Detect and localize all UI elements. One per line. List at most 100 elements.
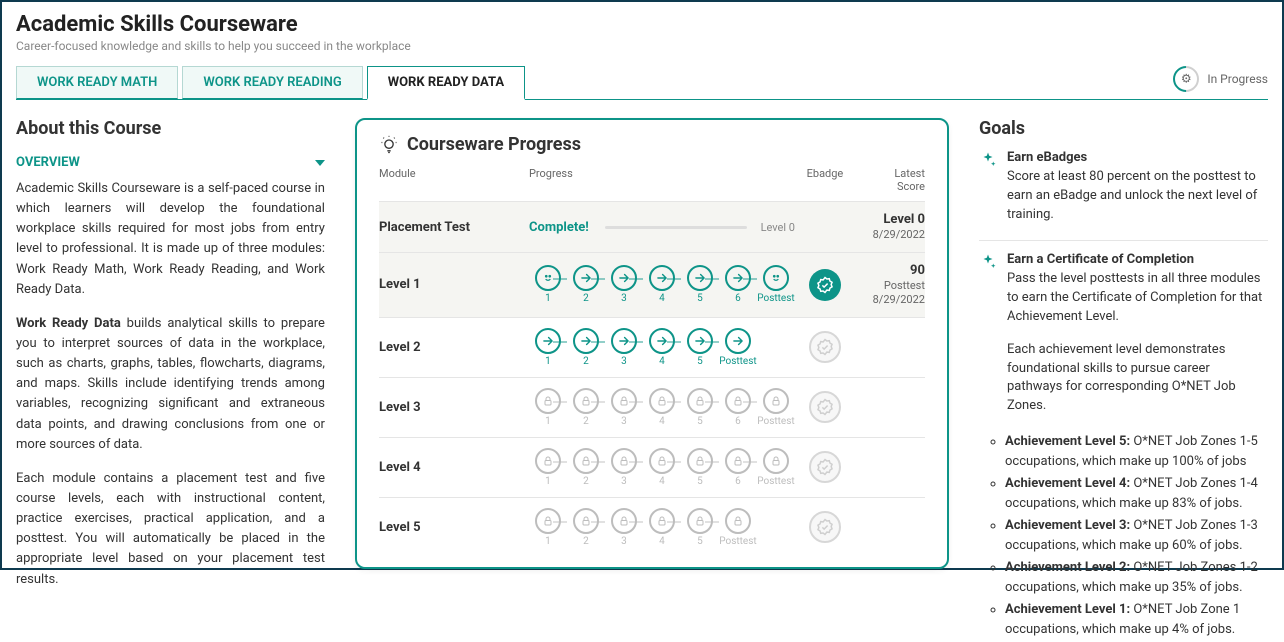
progress-step: 5 bbox=[681, 448, 719, 487]
ebadge-cell bbox=[795, 331, 855, 363]
step-label: Posttest bbox=[719, 536, 756, 547]
step-label: 6 bbox=[735, 476, 741, 487]
module-row[interactable]: Level 4 1 2 3 4 5 6 Posttest bbox=[379, 437, 925, 497]
tab-work-ready-reading[interactable]: WORK READY READING bbox=[182, 66, 362, 99]
achievement-list: Achievement Level 5: O*NET Job Zones 1-5… bbox=[979, 432, 1268, 639]
ebadge-cell bbox=[795, 269, 855, 301]
achievement-item: Achievement Level 2: O*NET Job Zones 1-2… bbox=[1005, 558, 1268, 597]
about-paragraph: Work Ready Data builds analytical skills… bbox=[16, 314, 325, 455]
page-title: Academic Skills Courseware bbox=[16, 12, 1268, 37]
progress-step[interactable]: 1 bbox=[529, 265, 567, 304]
progress-step: Posttest bbox=[757, 388, 795, 427]
progress-step: 2 bbox=[567, 508, 605, 547]
step-label: 6 bbox=[735, 416, 741, 427]
step-label: Posttest bbox=[719, 356, 756, 367]
progress-step: 3 bbox=[605, 448, 643, 487]
goals-heading: Goals bbox=[979, 118, 1268, 139]
ebadge-empty-icon bbox=[809, 331, 841, 363]
tab-work-ready-data[interactable]: WORK READY DATA bbox=[367, 66, 525, 100]
module-tabbar: WORK READY MATHWORK READY READINGWORK RE… bbox=[16, 65, 1268, 100]
lock-icon bbox=[763, 448, 789, 474]
step-label: 5 bbox=[697, 476, 703, 487]
latest-score: Level 08/29/2022 bbox=[855, 212, 925, 242]
overview-dropdown[interactable]: OVERVIEW bbox=[16, 151, 325, 179]
progress-bar bbox=[605, 226, 747, 229]
step-label: 1 bbox=[545, 476, 551, 487]
progress-step: Posttest bbox=[757, 448, 795, 487]
ebadge-earned-icon bbox=[809, 269, 841, 301]
progress-step: 1 bbox=[529, 448, 567, 487]
panel-headers: Module Progress Ebadge Latest Score bbox=[379, 163, 925, 201]
module-name: Level 2 bbox=[379, 340, 529, 355]
module-name: Level 5 bbox=[379, 520, 529, 535]
module-row[interactable]: Level 1123456Posttest90Posttest8/29/2022 bbox=[379, 252, 925, 317]
progress-step[interactable]: Posttest bbox=[757, 265, 795, 304]
step-label: 4 bbox=[659, 536, 665, 547]
tab-work-ready-math[interactable]: WORK READY MATH bbox=[16, 66, 178, 99]
progress-step[interactable]: 3 bbox=[605, 265, 643, 304]
step-label: 2 bbox=[583, 476, 589, 487]
achievement-item: Achievement Level 5: O*NET Job Zones 1-5… bbox=[1005, 432, 1268, 471]
progress-step[interactable]: Posttest bbox=[719, 328, 757, 367]
overview-dropdown-label: OVERVIEW bbox=[16, 155, 80, 170]
goal-body: Score at least 80 percent on the posttes… bbox=[1007, 168, 1268, 225]
courseware-progress-panel: Courseware Progress Module Progress Ebad… bbox=[355, 118, 949, 569]
ebadge-empty-icon bbox=[809, 451, 841, 483]
step-label: 4 bbox=[659, 476, 665, 487]
module-progress: 1 2345Posttest bbox=[529, 328, 795, 367]
module-row[interactable]: Level 2 1 2345Posttest bbox=[379, 317, 925, 377]
complete-text: Complete! bbox=[529, 220, 589, 235]
about-paragraph: Each module contains a placement test an… bbox=[16, 469, 325, 590]
module-row[interactable]: Level 3123456Posttest bbox=[379, 377, 925, 437]
step-label: 2 bbox=[583, 293, 589, 304]
goal-title: Earn a Certificate of Completion bbox=[1007, 251, 1268, 270]
progress-step[interactable]: 1 bbox=[529, 328, 567, 367]
step-label: 1 bbox=[545, 536, 551, 547]
about-column: About this Course OVERVIEW Academic Skil… bbox=[16, 118, 325, 642]
step-complete-icon bbox=[763, 265, 789, 291]
header-progress: Progress bbox=[529, 167, 795, 193]
goal-title: Earn eBadges bbox=[1007, 149, 1268, 168]
ebadge-cell bbox=[795, 511, 855, 543]
progress-step[interactable]: 2 bbox=[567, 265, 605, 304]
progress-step[interactable]: 4 bbox=[643, 328, 681, 367]
module-progress: 1 2 34 5 6 Posttest bbox=[529, 265, 795, 304]
progress-step[interactable]: 3 bbox=[605, 328, 643, 367]
step-label: Posttest bbox=[757, 293, 794, 304]
ebadge-empty-icon bbox=[809, 511, 841, 543]
about-paragraph: Academic Skills Courseware is a self-pac… bbox=[16, 179, 325, 300]
module-name: Level 1 bbox=[379, 277, 529, 292]
step-label: 5 bbox=[697, 293, 703, 304]
goal-body: Pass the level posttests in all three mo… bbox=[1007, 270, 1268, 327]
progress-step: Posttest bbox=[719, 508, 757, 547]
step-label: 3 bbox=[621, 416, 627, 427]
module-row[interactable]: Level 512345Posttest bbox=[379, 497, 925, 557]
level-text: Level 0 bbox=[761, 221, 795, 234]
ebadge-cell bbox=[795, 391, 855, 423]
page-subtitle: Career-focused knowledge and skills to h… bbox=[16, 39, 1268, 53]
progress-step: 2 bbox=[567, 388, 605, 427]
step-label: Posttest bbox=[757, 476, 794, 487]
progress-step[interactable]: 5 bbox=[681, 328, 719, 367]
module-name: Level 4 bbox=[379, 460, 529, 475]
step-label: 4 bbox=[659, 416, 665, 427]
step-label: 6 bbox=[735, 293, 741, 304]
progress-step[interactable]: 4 bbox=[643, 265, 681, 304]
module-name: Placement Test bbox=[379, 220, 529, 235]
progress-step[interactable]: 2 bbox=[567, 328, 605, 367]
step-label: 1 bbox=[545, 356, 551, 367]
panel-title: Courseware Progress bbox=[379, 134, 925, 155]
goal-item: Earn eBadgesScore at least 80 percent on… bbox=[979, 149, 1268, 224]
header-latest-score: Latest Score bbox=[855, 167, 925, 193]
progress-step: 5 bbox=[681, 508, 719, 547]
about-heading: About this Course bbox=[16, 118, 325, 139]
step-label: 1 bbox=[545, 416, 551, 427]
goals-column: Goals Earn eBadgesScore at least 80 perc… bbox=[979, 118, 1268, 642]
progress-step: 5 bbox=[681, 388, 719, 427]
lightbulb-icon bbox=[379, 135, 399, 155]
module-row[interactable]: Placement TestComplete! Level 0 Level 08/2… bbox=[379, 201, 925, 252]
arrow-right-icon bbox=[725, 328, 751, 354]
progress-step[interactable]: 6 bbox=[719, 265, 757, 304]
ebadge-cell bbox=[795, 451, 855, 483]
progress-step[interactable]: 5 bbox=[681, 265, 719, 304]
